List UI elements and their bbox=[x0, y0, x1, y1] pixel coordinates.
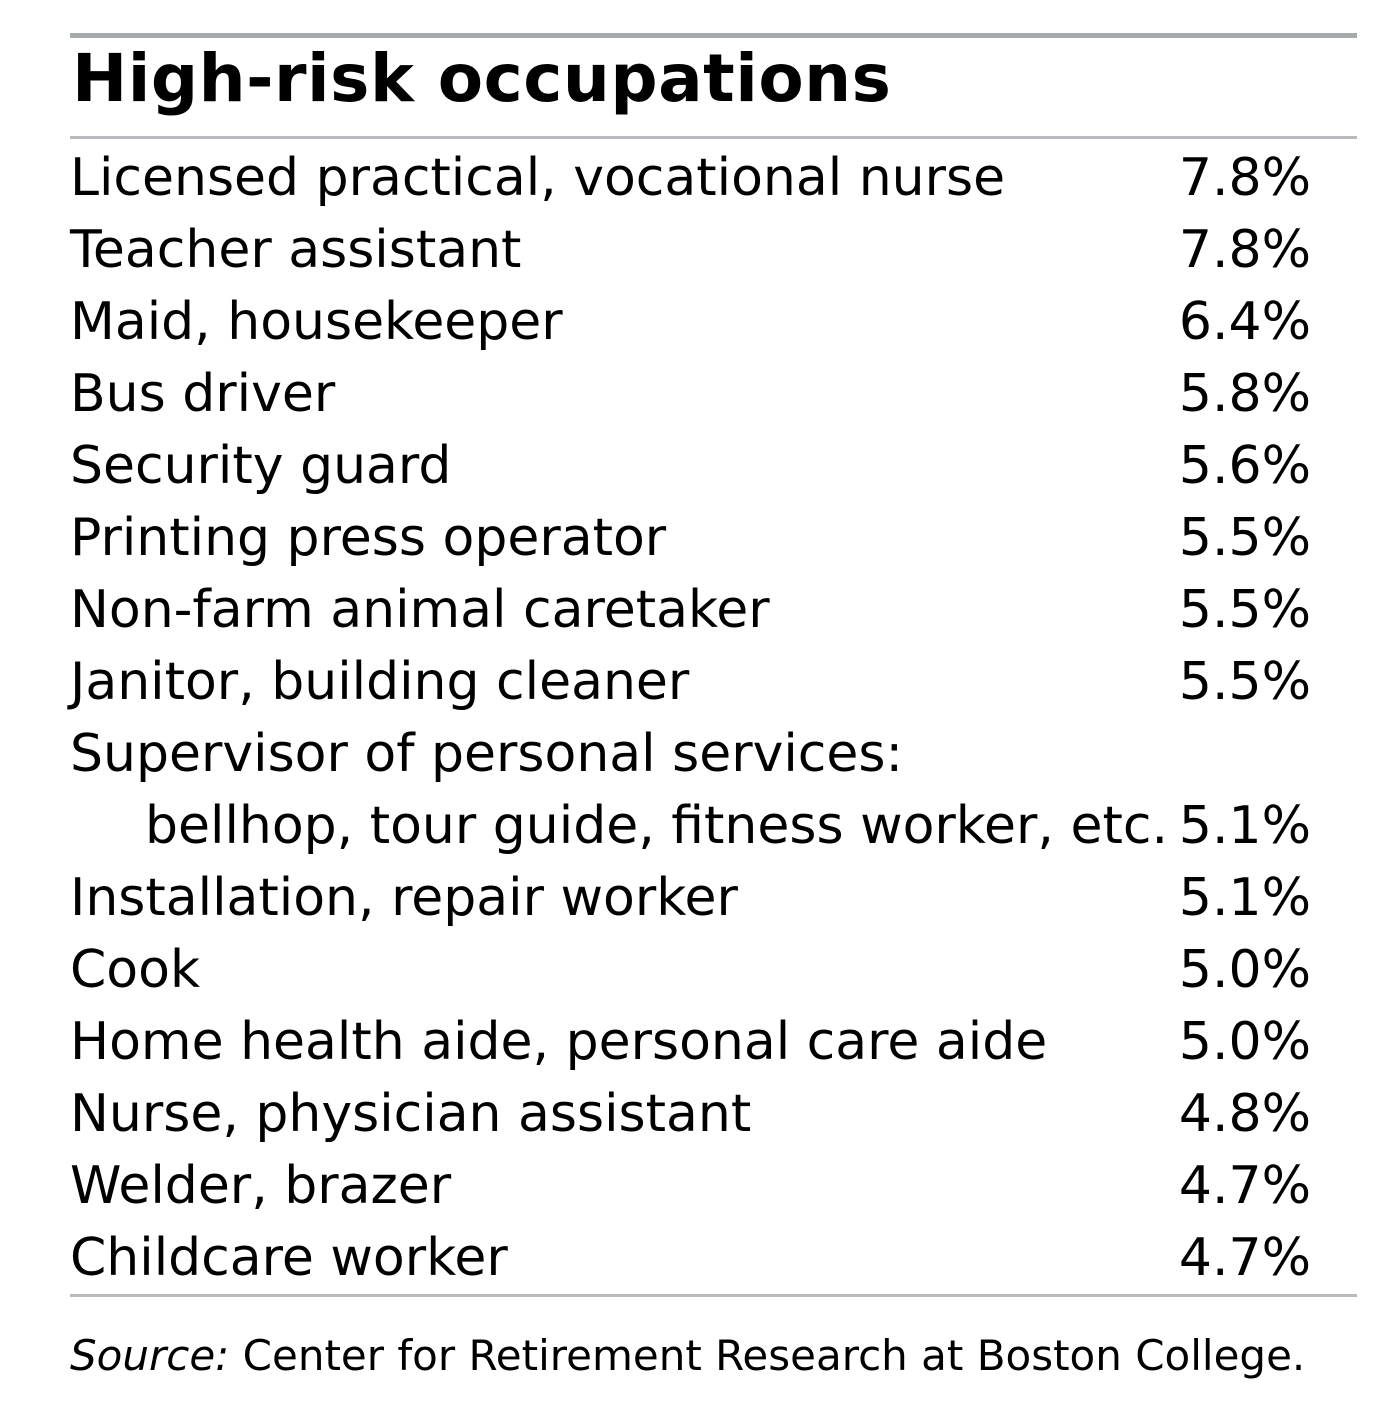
occupation-label: Security guard bbox=[70, 436, 452, 496]
occupation-label: Teacher assistant bbox=[70, 220, 522, 280]
occupation-value: 5.6% bbox=[1178, 436, 1311, 496]
top-rule bbox=[70, 33, 1357, 38]
occupation-value: 4.7% bbox=[1178, 1156, 1311, 1216]
table-row: Childcare worker 4.7% bbox=[70, 1222, 1357, 1294]
table-row: bellhop, tour guide, fitness worker, etc… bbox=[70, 790, 1357, 862]
occupation-value: 7.8% bbox=[1178, 220, 1311, 280]
occupation-label: Bus driver bbox=[70, 364, 336, 424]
occupation-value: 4.7% bbox=[1178, 1228, 1311, 1288]
table-row: Maid, housekeeper 6.4% bbox=[70, 286, 1357, 358]
table-row: Installation, repair worker 5.1% bbox=[70, 862, 1357, 934]
occupation-table: Licensed practical, vocational nurse 7.8… bbox=[70, 142, 1357, 1294]
table-row: Licensed practical, vocational nurse 7.8… bbox=[70, 142, 1357, 214]
figure-title: High-risk occupations bbox=[72, 40, 892, 117]
figure: High-risk occupations Licensed practical… bbox=[70, 33, 1357, 1381]
occupation-value: 5.5% bbox=[1178, 652, 1311, 712]
occupation-value: 6.4% bbox=[1178, 292, 1311, 352]
footer-divider-rule bbox=[70, 1294, 1357, 1297]
table-row: Nurse, physician assistant 4.8% bbox=[70, 1078, 1357, 1150]
occupation-label: Installation, repair worker bbox=[70, 868, 738, 928]
table-row: Janitor, building cleaner 5.5% bbox=[70, 646, 1357, 718]
occupation-value: 5.1% bbox=[1178, 868, 1311, 928]
table-row: Non-farm animal caretaker 5.5% bbox=[70, 574, 1357, 646]
occupation-label: Welder, brazer bbox=[70, 1156, 452, 1216]
occupation-value: 5.1% bbox=[1178, 796, 1311, 856]
table-row: Teacher assistant 7.8% bbox=[70, 214, 1357, 286]
occupation-value: 5.5% bbox=[1178, 508, 1311, 568]
occupation-label: bellhop, tour guide, fitness worker, etc… bbox=[145, 796, 1168, 856]
table-row: Printing press operator 5.5% bbox=[70, 502, 1357, 574]
occupation-label: Supervisor of personal services: bbox=[70, 724, 903, 784]
occupation-value: 5.0% bbox=[1178, 1012, 1311, 1072]
table-row: Cook 5.0% bbox=[70, 934, 1357, 1006]
occupation-value: 5.5% bbox=[1178, 580, 1311, 640]
table-row: Welder, brazer 4.7% bbox=[70, 1150, 1357, 1222]
source-label: Source: bbox=[70, 1331, 230, 1380]
occupation-value: 5.0% bbox=[1178, 940, 1311, 1000]
source-note: Source: Center for Retirement Research a… bbox=[70, 1331, 1357, 1381]
occupation-label: Cook bbox=[70, 940, 201, 1000]
occupation-label: Home health aide, personal care aide bbox=[70, 1012, 1048, 1072]
occupation-value: 4.8% bbox=[1178, 1084, 1311, 1144]
occupation-label: Licensed practical, vocational nurse bbox=[70, 148, 1006, 208]
occupation-label: Maid, housekeeper bbox=[70, 292, 563, 352]
occupation-label: Nurse, physician assistant bbox=[70, 1084, 752, 1144]
source-text: Center for Retirement Research at Boston… bbox=[229, 1331, 1306, 1380]
occupation-label: Printing press operator bbox=[70, 508, 667, 568]
table-row: Bus driver 5.8% bbox=[70, 358, 1357, 430]
table-row: Supervisor of personal services: bbox=[70, 718, 1357, 790]
occupation-label: Non-farm animal caretaker bbox=[70, 580, 770, 640]
table-row: Security guard 5.6% bbox=[70, 430, 1357, 502]
occupation-value: 7.8% bbox=[1178, 148, 1311, 208]
occupation-label: Childcare worker bbox=[70, 1228, 508, 1288]
occupation-label: Janitor, building cleaner bbox=[70, 652, 690, 712]
table-row: Home health aide, personal care aide 5.0… bbox=[70, 1006, 1357, 1078]
occupation-value: 5.8% bbox=[1178, 364, 1311, 424]
header-divider-rule bbox=[70, 136, 1357, 139]
